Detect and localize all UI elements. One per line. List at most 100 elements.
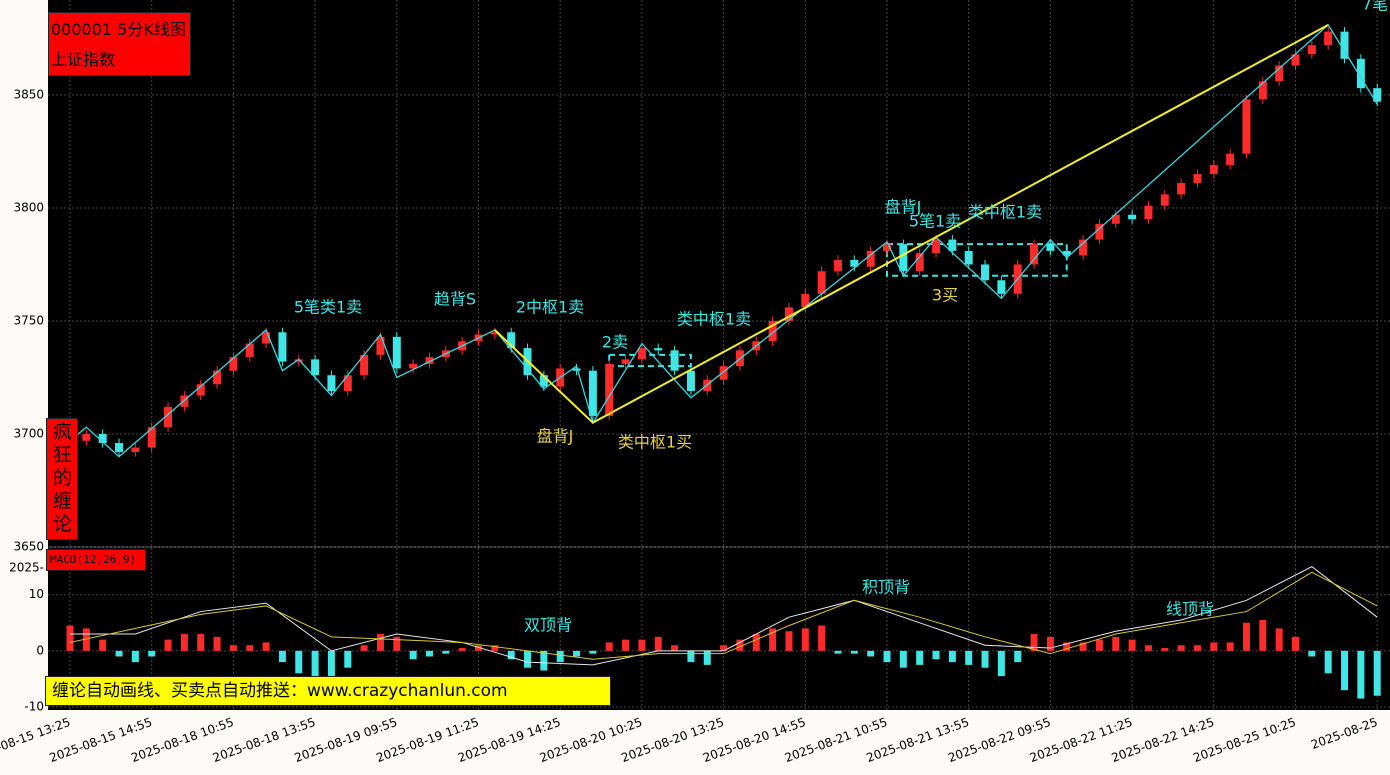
candle-body — [948, 239, 957, 251]
candle-body — [343, 375, 352, 392]
macd-title-box: MACD(12,26,9) — [46, 549, 146, 571]
candle-body — [719, 366, 728, 380]
macd-bar — [834, 650, 842, 654]
macd-bar — [1177, 645, 1185, 651]
candle-body — [213, 370, 222, 385]
candle-body — [360, 354, 369, 376]
macd-bar — [981, 650, 989, 668]
candle-body — [964, 250, 973, 265]
slogan: 疯狂的缠论 — [53, 421, 73, 535]
signal-label: 类中枢1卖 — [968, 203, 1042, 222]
candle-body — [1226, 153, 1235, 166]
candle-body — [327, 375, 336, 392]
macd-bar — [1373, 650, 1381, 696]
signal-label: 2卖 — [602, 333, 628, 352]
signal-label: 趋背S — [434, 290, 476, 309]
candle-body — [425, 357, 434, 364]
candle-body — [932, 239, 941, 254]
signal-label: 7笔 — [1362, 0, 1388, 14]
candle-body — [1324, 31, 1333, 46]
candle-body — [850, 259, 859, 267]
candle-body — [196, 384, 205, 396]
macd-bar — [295, 650, 303, 674]
macd-bar — [916, 650, 924, 665]
candle-body — [1144, 205, 1153, 220]
y-tick-label: 3650 — [13, 540, 44, 554]
candle-body — [1030, 244, 1039, 265]
macd-bar — [131, 650, 139, 663]
macd-bar — [997, 650, 1005, 677]
macd-bar — [66, 625, 74, 651]
macd-bar — [1112, 636, 1120, 651]
candle-body — [1193, 174, 1202, 184]
macd-bar — [1292, 636, 1299, 651]
code-title: 000001 5分K线图 — [51, 20, 186, 39]
macd-bar — [327, 650, 335, 679]
candle-body — [98, 433, 107, 444]
macd-bar — [1275, 628, 1283, 651]
candle-body — [997, 280, 1006, 294]
macd-bar — [1144, 645, 1152, 651]
macd-bar — [1308, 650, 1316, 657]
macd-bar — [376, 634, 384, 651]
macd-bar — [1046, 636, 1054, 651]
candle-body — [1160, 194, 1169, 206]
y-tick-label: 10 — [29, 587, 44, 601]
macd-bar — [589, 650, 597, 654]
candle-body — [883, 244, 891, 251]
segment-line — [494, 23, 1329, 424]
candle-body — [1209, 165, 1218, 175]
macd-bar — [524, 650, 532, 668]
macd-bar — [948, 650, 956, 663]
candle-body — [866, 250, 875, 267]
candle-body — [1258, 81, 1267, 100]
macd-bar — [197, 634, 205, 651]
candle-body — [131, 447, 140, 453]
macd-bar — [82, 628, 90, 651]
macd-bar — [687, 650, 695, 663]
signal-label: 3买 — [932, 286, 958, 305]
candle-body — [1307, 45, 1316, 55]
macd-bar — [311, 650, 319, 677]
candle-body — [686, 370, 695, 392]
macd-title: MACD(12,26,9) — [50, 553, 137, 566]
y-tick-label: -10 — [24, 700, 44, 714]
banner-text: 缠论自动画线、买卖点自动推送：www.crazychanlun.com — [52, 681, 508, 701]
divergence-label: 积顶背 — [862, 578, 910, 597]
macd-bar — [1341, 650, 1349, 691]
macd-bar — [818, 625, 826, 651]
candle-body — [229, 357, 238, 371]
candle-body — [572, 368, 581, 371]
macd-bar — [262, 642, 270, 651]
bi-line — [69, 23, 1378, 458]
candle-body — [507, 332, 516, 349]
macd-bar — [180, 634, 188, 651]
macd-bar — [491, 645, 499, 651]
candle-body — [621, 359, 630, 364]
macd-bar — [507, 650, 515, 660]
macd-bar — [932, 650, 940, 660]
macd-bar — [393, 636, 401, 651]
candle-body — [588, 370, 597, 416]
macd-bar — [425, 650, 433, 657]
signal-label: 类中枢1卖 — [677, 310, 751, 329]
macd-bar — [1259, 619, 1267, 651]
macd-bar — [344, 650, 352, 668]
macd-bar — [1079, 642, 1087, 651]
macd-bar — [246, 645, 254, 651]
macd-bar — [899, 650, 907, 668]
y-tick-label: 3750 — [13, 313, 44, 327]
candle-body — [1373, 88, 1382, 102]
macd-bar — [801, 628, 809, 651]
signal-label: 2中枢1卖 — [516, 298, 584, 317]
y-tick-label: 3850 — [13, 87, 44, 101]
macd-bar — [703, 650, 711, 665]
macd-bar — [736, 639, 744, 651]
candle-body — [1291, 54, 1300, 66]
candle-body — [784, 307, 793, 321]
candle-body — [490, 332, 499, 335]
signal-label: 类中枢1买 — [618, 433, 692, 452]
macd-bar — [622, 639, 630, 651]
